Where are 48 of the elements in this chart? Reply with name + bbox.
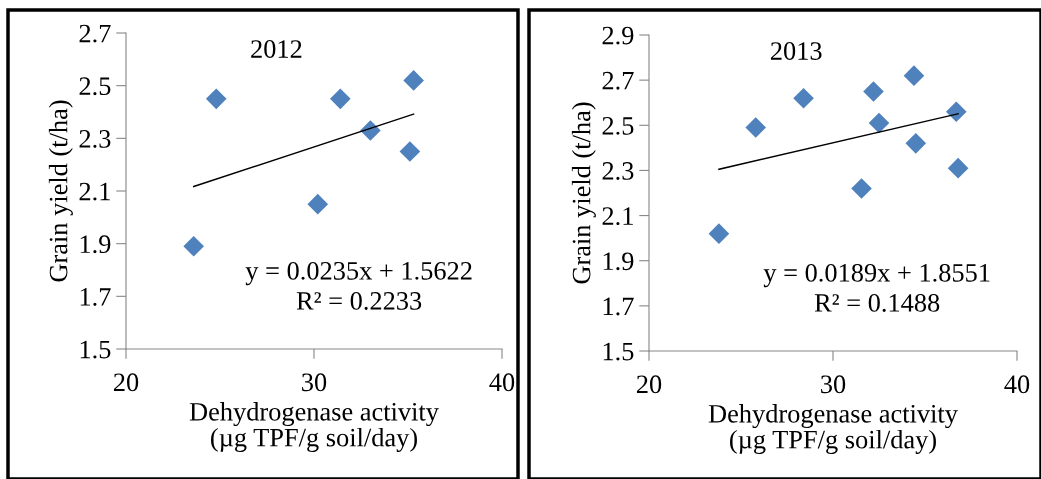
point [863,81,884,102]
annotation: R² = 0.2233 [296,291,422,310]
y-tick-label: 1.5 [80,340,111,359]
point [708,223,730,244]
y-tick-label: 2.7 [602,71,634,90]
chart-title: 2013 [770,42,822,60]
x-tick-label: 30 [302,373,327,392]
x-tick-label: 20 [113,373,139,392]
y-tick-label: 2.1 [602,207,633,226]
x-axis-title: Dehydrogenase activity (µg TPF/g soil/day) [708,404,958,454]
point [905,133,927,154]
y-axis-title: Grain yield (t/ha) [571,102,596,284]
y-tick-label: 1.7 [80,288,111,306]
y-tick-label: 2.7 [79,24,111,43]
y-tick-label: 2.3 [602,162,634,180]
annotation: y = 0.0235x + 1.5622 [245,261,472,286]
y-axis-title: Grain yield (t/ha) [48,100,73,282]
y-tick-label: 2.5 [79,77,111,96]
y-tick-label: 2.5 [602,116,634,135]
annotation: R² = 0.1488 [814,293,940,312]
point [947,157,969,179]
x-tick-label: 40 [1004,375,1030,394]
point [183,236,204,257]
point [307,193,329,215]
annotation: y = 0.0189x + 1.8551 [763,263,990,288]
point [360,120,381,141]
point [903,65,925,86]
y-tick-label: 1.9 [80,235,111,254]
chart-title: 2012 [251,40,302,58]
x-tick-label: 20 [636,375,662,394]
y-tick-label: 1.7 [603,297,634,316]
point [945,101,967,123]
point [205,88,227,110]
point [399,141,421,162]
point [868,112,890,134]
y-tick-label: 1.5 [603,342,634,361]
x-tick-label: 30 [821,375,846,394]
y-tick-label: 2.3 [79,130,111,148]
y-tick-label: 2.1 [79,182,110,201]
point [330,88,351,110]
point [403,70,424,91]
point [851,178,872,199]
point [745,117,767,138]
x-axis-title: Dehydrogenase activity (µg TPF/g soil/day) [189,402,439,452]
x-tick-label: 40 [489,373,515,392]
y-tick-label: 1.9 [603,252,634,271]
point [793,87,814,109]
y-tick-label: 2.9 [602,26,634,45]
